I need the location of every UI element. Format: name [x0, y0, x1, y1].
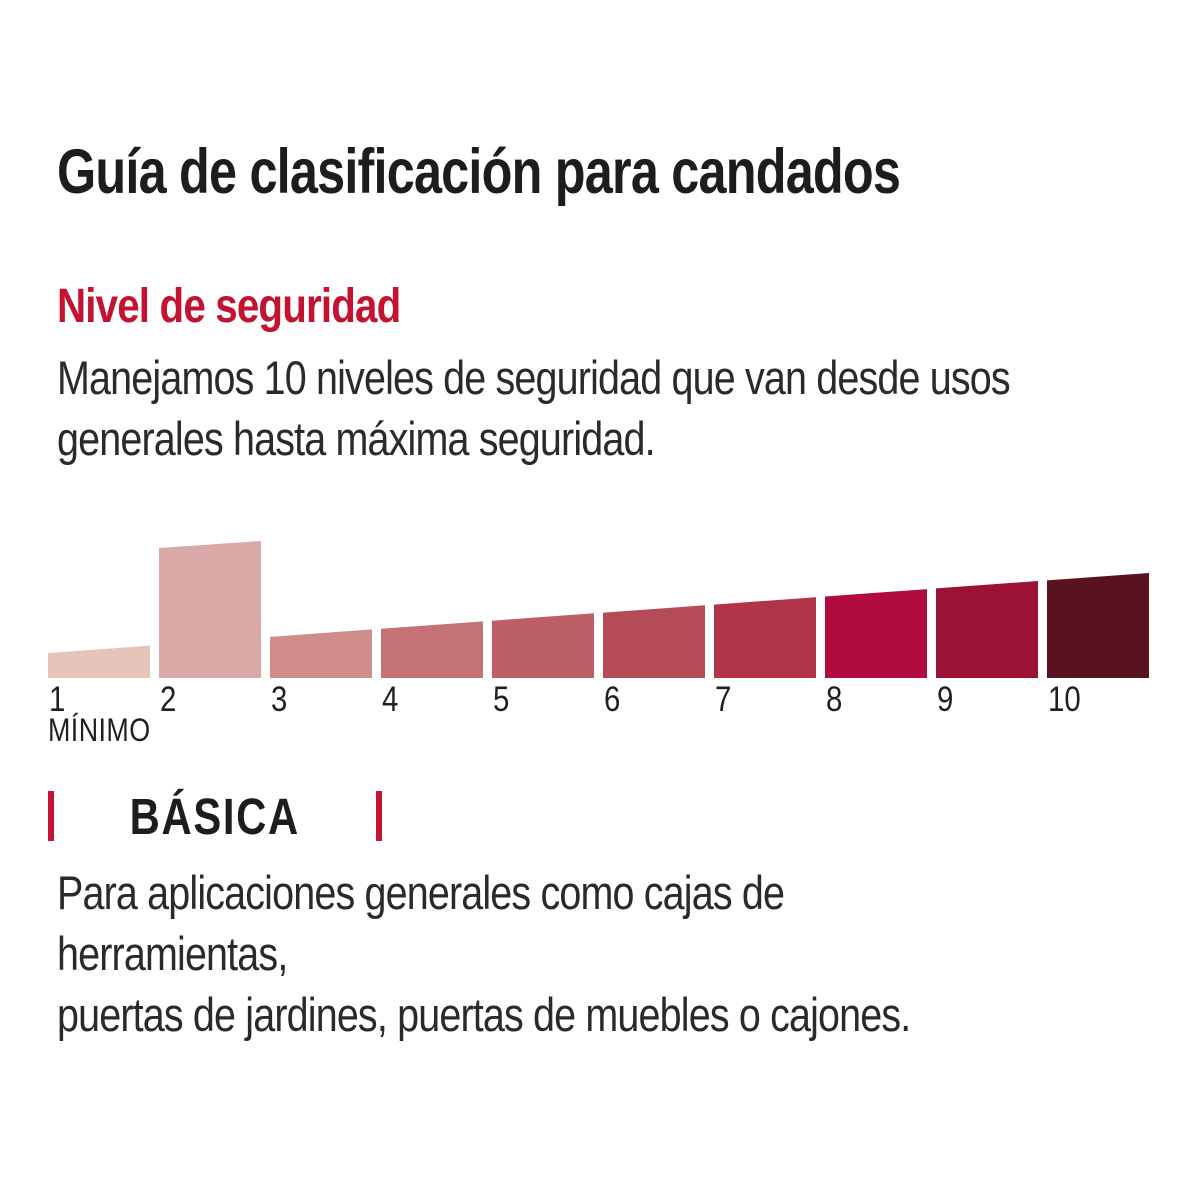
- level-label-4: 4: [382, 680, 399, 719]
- category-indicator: BÁSICA: [48, 787, 382, 845]
- level-label-10: 10: [1048, 680, 1081, 719]
- level-label-8: 8: [826, 680, 843, 719]
- level-bar-8: [825, 589, 927, 678]
- level-bar-10: [1047, 573, 1149, 678]
- level-label-6: 6: [604, 680, 621, 719]
- level-bar-4: [381, 621, 483, 678]
- level-bar-7: [714, 597, 816, 678]
- intro-text: Manejamos 10 niveles de seguridad que va…: [57, 351, 1011, 466]
- section-heading: Nivel de seguridad: [57, 280, 401, 333]
- level-bar-6: [603, 605, 705, 678]
- category-description: Para aplicaciones generales como cajas d…: [57, 866, 911, 1042]
- level-label-5: 5: [493, 680, 510, 719]
- level-label-2: 2: [160, 680, 177, 719]
- level-label-1: 1: [49, 680, 66, 719]
- level-bar-1: [48, 645, 150, 678]
- level-bar-2: [159, 541, 261, 678]
- page-title: Guía de clasificación para candados: [57, 137, 901, 207]
- minimum-label: MÍNIMO: [48, 712, 151, 748]
- level-label-9: 9: [937, 680, 954, 719]
- range-tick-right-icon: [375, 791, 382, 841]
- level-bar-9: [936, 581, 1038, 678]
- level-bar-3: [270, 629, 372, 678]
- range-tick-left-icon: [48, 791, 54, 841]
- level-label-7: 7: [715, 680, 732, 719]
- level-label-3: 3: [271, 680, 288, 719]
- category-label: BÁSICA: [129, 787, 301, 845]
- level-number-labels: 1 2 3 4 5 6 7 8 9 10: [0, 680, 1200, 720]
- security-scale-chart: [48, 541, 1149, 678]
- level-bar-5: [492, 613, 594, 678]
